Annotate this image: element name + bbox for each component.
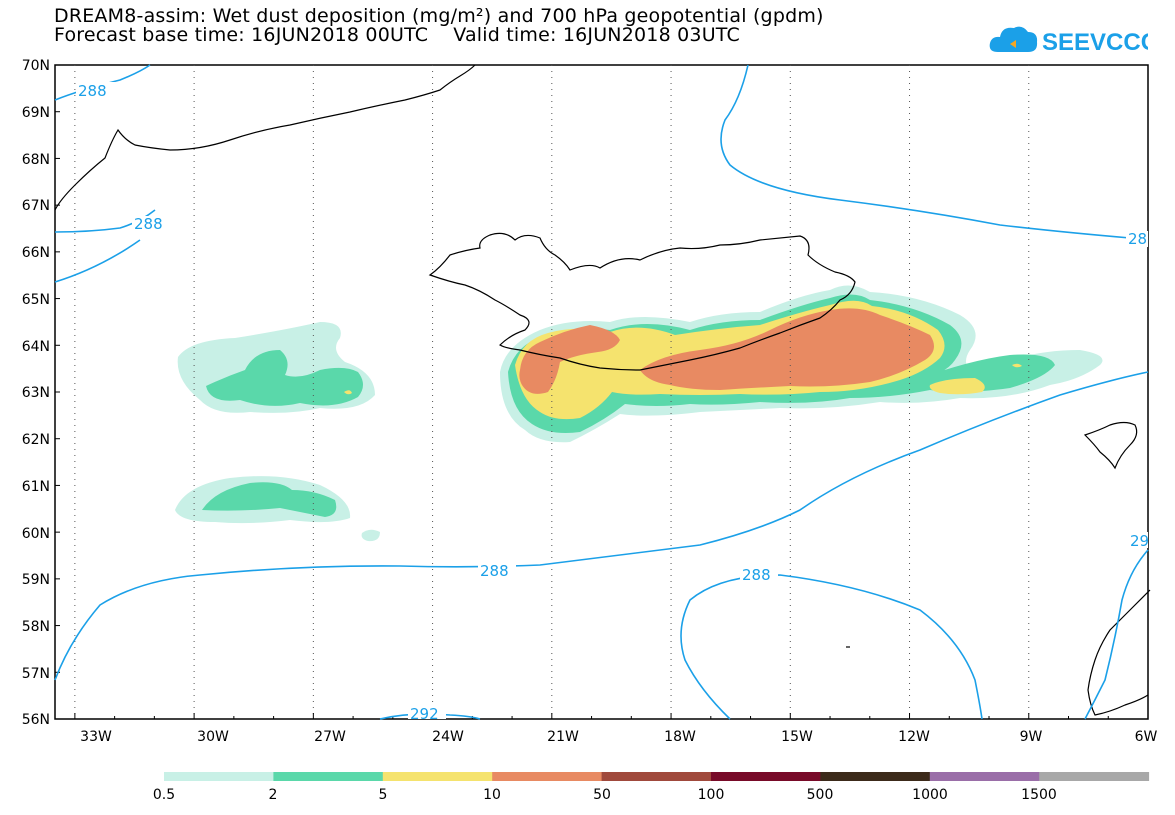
colorbar-segment bbox=[820, 772, 931, 781]
colorbar-label: 1000 bbox=[912, 787, 948, 803]
seevccc-logo: SEEVCCC bbox=[989, 26, 1148, 56]
contour-288-nw bbox=[54, 64, 151, 101]
lat-label: 68N bbox=[22, 152, 50, 168]
coastline-greenland bbox=[54, 64, 476, 211]
contour-288-north bbox=[720, 64, 1131, 239]
coastline-scotland bbox=[1087, 589, 1151, 716]
colorbar-segment bbox=[382, 772, 493, 781]
coastlines bbox=[54, 64, 1151, 716]
dust-main-orange-west bbox=[519, 325, 620, 394]
colorbar-label: 2 bbox=[269, 787, 278, 803]
dust-patch-west-inner bbox=[206, 350, 363, 406]
dust-main-orange-east bbox=[640, 308, 934, 390]
contour-label: 288 bbox=[78, 82, 107, 100]
colorbar-segment bbox=[711, 772, 821, 781]
lat-label: 70N bbox=[22, 58, 50, 74]
colorbar-label: 10 bbox=[483, 787, 501, 803]
contour-labels: 288 288 288 288 28 29 292 bbox=[76, 82, 1149, 723]
map-title: DREAM8-assim: Wet dust deposition (mg/m²… bbox=[54, 5, 824, 27]
contour-288-south bbox=[54, 371, 1149, 681]
lon-label: 21W bbox=[547, 729, 579, 745]
lon-label: 9W bbox=[1020, 729, 1043, 745]
colorbar-label: 0.5 bbox=[153, 787, 175, 803]
dust-patch-west-core bbox=[344, 390, 352, 395]
contour-label: 288 bbox=[134, 215, 163, 233]
lon-label: 15W bbox=[781, 729, 813, 745]
geopotential-contours bbox=[54, 64, 1149, 720]
lat-label: 63N bbox=[22, 385, 50, 401]
lat-label: 66N bbox=[22, 245, 50, 261]
colorbar-segment bbox=[1039, 772, 1150, 781]
lat-label: 65N bbox=[22, 292, 50, 308]
lon-label: 27W bbox=[314, 729, 346, 745]
lat-label: 56N bbox=[22, 712, 50, 728]
lat-label: 64N bbox=[22, 339, 50, 355]
dust-patch-small bbox=[361, 529, 380, 542]
contour-292-south bbox=[379, 713, 481, 720]
lon-label: 12W bbox=[898, 729, 930, 745]
lon-label: 30W bbox=[197, 729, 229, 745]
contour-29-east bbox=[1084, 549, 1149, 720]
lon-label: 24W bbox=[432, 729, 464, 745]
lon-label: 18W bbox=[664, 729, 696, 745]
colorbar-label: 5 bbox=[379, 787, 388, 803]
colorbar bbox=[164, 772, 1150, 781]
lat-label: 61N bbox=[22, 479, 50, 495]
colorbar-label: 100 bbox=[698, 787, 725, 803]
contour-label: 288 bbox=[742, 566, 771, 584]
contour-label: 292 bbox=[410, 705, 439, 723]
lat-label: 69N bbox=[22, 105, 50, 121]
gridlines bbox=[74, 65, 1030, 719]
lat-label: 58N bbox=[22, 619, 50, 635]
logo-text: SEEVCCC bbox=[1042, 29, 1148, 56]
colorbar-label: 500 bbox=[807, 787, 834, 803]
contour-label: 29 bbox=[1130, 532, 1149, 550]
deposition-shading bbox=[175, 285, 1103, 542]
contour-288-west2 bbox=[54, 239, 141, 283]
coastline-faroe bbox=[1083, 421, 1138, 470]
lon-label: 33W bbox=[80, 729, 112, 745]
cloud-icon bbox=[989, 26, 1038, 52]
longitude-labels: 33W 30W 27W 24W 21W 18W 15W 12W 9W 6W bbox=[80, 729, 1157, 745]
colorbar-label: 50 bbox=[593, 787, 611, 803]
colorbar-segment bbox=[601, 772, 712, 781]
contour-288-southcenter bbox=[680, 574, 983, 720]
lon-label: 6W bbox=[1135, 729, 1158, 745]
lat-label: 62N bbox=[22, 432, 50, 448]
colorbar-segment bbox=[273, 772, 384, 781]
lat-label: 59N bbox=[22, 572, 50, 588]
latitude-labels: 70N 69N 68N 67N 66N 65N 64N 63N 62N 61N … bbox=[22, 58, 50, 728]
dust-east-dot bbox=[1012, 363, 1022, 368]
colorbar-segment bbox=[492, 772, 603, 781]
lat-label: 57N bbox=[22, 666, 50, 682]
lat-label: 60N bbox=[22, 526, 50, 542]
dust-patch-south-inner bbox=[202, 482, 337, 517]
contour-label: 28 bbox=[1128, 230, 1147, 248]
map-subtitle: Forecast base time: 16JUN2018 00UTC Vali… bbox=[54, 24, 740, 46]
contour-label: 288 bbox=[480, 562, 509, 580]
coastline-iceland bbox=[428, 232, 856, 371]
colorbar-label: 1500 bbox=[1021, 787, 1057, 803]
lat-label: 67N bbox=[22, 198, 50, 214]
colorbar-segment bbox=[929, 772, 1040, 781]
colorbar-segment bbox=[164, 772, 274, 781]
dust-east-yellow bbox=[929, 378, 985, 395]
colorbar-labels: 0.5 2 5 10 50 100 500 1000 1500 bbox=[153, 787, 1057, 803]
